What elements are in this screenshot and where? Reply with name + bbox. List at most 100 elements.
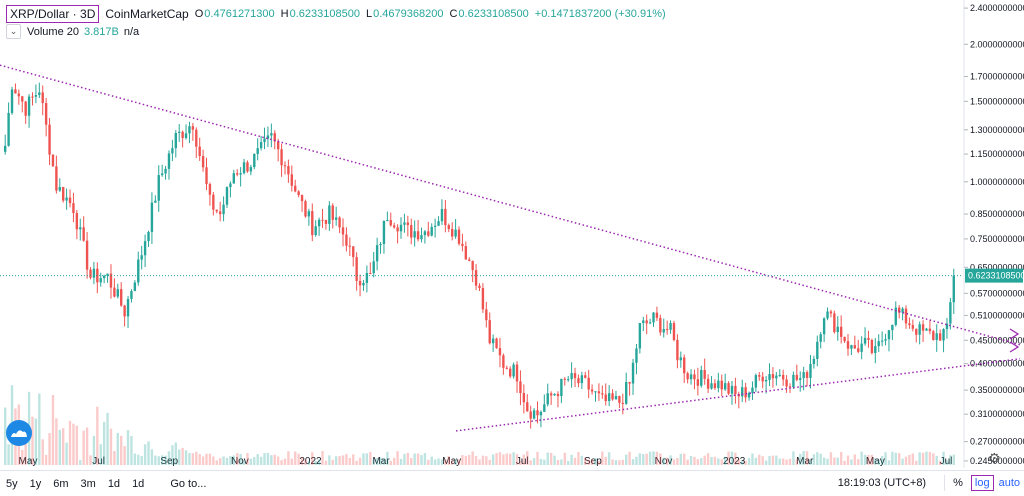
candle-body <box>7 112 10 146</box>
candle-body <box>358 280 362 286</box>
volume-bar <box>188 452 191 465</box>
percent-scale-button[interactable]: % <box>953 477 963 489</box>
range-1d-b[interactable]: 1d <box>132 477 145 490</box>
volume-bar <box>915 460 918 465</box>
goto-date-button[interactable]: Go to... <box>170 477 207 490</box>
candle-body <box>672 323 676 340</box>
volume-bar <box>372 459 375 465</box>
candle-body <box>99 278 102 283</box>
volume-bar <box>717 458 720 465</box>
candle-body <box>96 268 99 283</box>
candle-body <box>826 311 829 319</box>
candle-body <box>952 275 955 303</box>
volume-bar <box>24 428 27 465</box>
candle-body <box>392 225 396 228</box>
candle-body <box>259 142 263 149</box>
symbol-title[interactable]: XRP/Dollar · 3D <box>6 5 100 23</box>
volume-bar <box>672 459 676 465</box>
volume-bar <box>532 458 536 465</box>
volume-bar <box>799 453 802 465</box>
volume-bar <box>522 454 526 465</box>
candle-body <box>938 333 942 341</box>
candle-body <box>276 141 280 150</box>
candle-body <box>41 92 44 104</box>
volume-bar <box>75 425 79 465</box>
volume-bar <box>314 460 317 465</box>
volume-bar <box>423 453 427 465</box>
volume-bar <box>171 445 174 465</box>
volume-bar <box>130 436 133 465</box>
volume-bar <box>628 451 631 465</box>
candle-body <box>450 229 454 237</box>
candle-body <box>679 357 683 361</box>
volume-bar <box>822 457 826 465</box>
volume-bar <box>89 455 92 465</box>
volume-bar <box>62 428 65 465</box>
candle-body <box>785 379 788 387</box>
candle-body <box>406 222 410 226</box>
volume-bar <box>276 456 280 465</box>
candle-body <box>901 308 904 313</box>
candle-body <box>536 410 539 416</box>
candle-body <box>433 225 437 227</box>
volume-bar <box>464 455 468 465</box>
candle-body <box>676 339 679 361</box>
volume-bar <box>723 456 727 465</box>
clock-timezone[interactable]: 18:19:03 (UTC+8) <box>837 477 927 489</box>
volume-bar <box>348 457 352 465</box>
volume-bar <box>447 456 450 465</box>
volume-bar <box>700 458 703 465</box>
volume-bar <box>399 458 403 465</box>
volume-bar <box>720 459 723 465</box>
candle-body <box>126 298 130 317</box>
tradingview-logo-icon[interactable] <box>6 420 32 446</box>
volume-bar <box>587 459 590 465</box>
volume-bar <box>495 453 498 465</box>
candle-body <box>635 348 638 363</box>
candle-body <box>819 334 822 342</box>
candle-body <box>860 343 863 352</box>
candle-body <box>263 138 266 143</box>
volume-bar <box>34 418 38 465</box>
log-scale-button[interactable]: log <box>970 475 994 491</box>
volume-bar <box>683 453 686 465</box>
candle-body <box>444 208 447 226</box>
candle-body <box>880 340 884 342</box>
chart-settings-gear-icon[interactable]: ⚙ <box>988 450 1001 466</box>
price-chart[interactable]: 2.4000000000 2.0000000000 1.7000000000 1.50… <box>0 0 1024 468</box>
volume-bar <box>205 453 208 465</box>
candle-body <box>741 387 744 397</box>
range-5y[interactable]: 5y <box>6 477 18 490</box>
candle-body <box>809 364 812 378</box>
x-tick-label: Jul <box>92 456 105 467</box>
volume-bar <box>519 460 522 465</box>
candle-body <box>717 380 720 389</box>
volume-bar <box>444 459 447 465</box>
volume-bar <box>894 452 897 465</box>
range-3m[interactable]: 3m <box>80 477 96 490</box>
volume-bar <box>734 452 737 465</box>
range-6m[interactable]: 6m <box>53 477 69 490</box>
volume-bar <box>450 459 454 465</box>
chart-canvas[interactable]: 2.4000000000 2.0000000000 1.7000000000 1.50… <box>0 0 1024 468</box>
candle-body <box>522 393 526 403</box>
volume-bar <box>491 454 495 465</box>
candle-body <box>836 326 839 333</box>
volume-bar <box>454 459 457 465</box>
y-tick-label: 0.4000000000 <box>970 359 1024 369</box>
range-1y[interactable]: 1y <box>29 477 42 490</box>
volume-bar <box>901 458 904 465</box>
volume-bar <box>178 449 181 465</box>
candle-body <box>232 173 236 184</box>
y-tick-label: 1.7000000000 <box>970 72 1024 82</box>
collapse-chevron-icon[interactable]: ⌄ <box>6 24 21 39</box>
volume-bar <box>341 455 345 465</box>
volume-bar <box>461 455 464 465</box>
candle-body <box>853 345 857 349</box>
auto-scale-button[interactable]: auto <box>998 477 1020 489</box>
candle-body <box>283 165 287 167</box>
volume-bar <box>655 451 659 465</box>
volume-bar <box>266 453 270 465</box>
range-1d-a[interactable]: 1d <box>107 477 121 490</box>
x-tick-label: May <box>866 456 885 467</box>
